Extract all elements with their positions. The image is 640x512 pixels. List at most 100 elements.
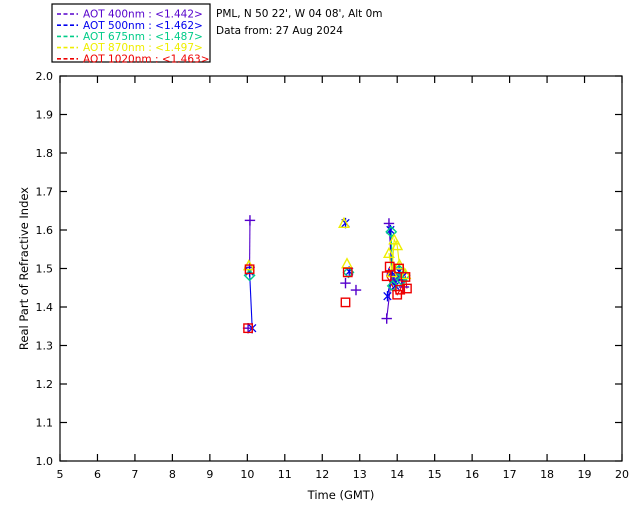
legend: AOT 400nm : <1.442>AOT 500nm : <1.462>AO…: [51, 3, 211, 65]
square-marker: [243, 323, 253, 334]
marker-square: [340, 297, 351, 308]
legend-box: [51, 3, 211, 63]
legend-entry-400nm: AOT 400nm : <1.442>: [57, 9, 203, 21]
marker-triangle: [382, 246, 395, 258]
axis-titles: Time (GMT) Real Part of Refractive Index: [17, 187, 374, 502]
marker-plus: [383, 218, 395, 229]
y-tick-label: 1.2: [36, 378, 54, 391]
legend-entry-1020nm: AOT 1020nm : <1.463>: [57, 53, 210, 65]
marker-asterisk: [386, 224, 395, 236]
marker-square: [394, 263, 404, 274]
y-tick-label: 1.5: [36, 263, 54, 276]
x-tick-label: 12: [315, 468, 329, 481]
square-marker: [394, 263, 404, 274]
axis-ticks: 1.0 1.1 1.2 1.3 1.4 1.5 1.6 1.7 1.8 1.9 2.0 5 6 7 8 9 10…: [36, 70, 630, 481]
legend-label-1020nm: AOT 1020nm : <1.463>: [83, 53, 210, 65]
triangle-marker: [382, 246, 395, 258]
legend-entry-870nm: AOT 870nm : <1.497>: [57, 42, 203, 54]
y-tick-label: 1.8: [36, 147, 54, 160]
asterisk-marker: [398, 272, 407, 282]
plot-border: [59, 75, 623, 462]
x-tick-label: 20: [615, 468, 629, 481]
x-tick-label: 17: [503, 468, 517, 481]
data-point-markers: [242, 215, 412, 334]
square-marker: [400, 272, 411, 282]
marker-diamond: [385, 225, 398, 238]
plot-title-line2: Data from: 27 Aug 2024: [216, 25, 343, 37]
x-tick-label: 7: [131, 468, 138, 481]
square-marker: [402, 283, 412, 294]
x-axis-title: Time (GMT): [307, 488, 375, 502]
x-tick-label: 16: [465, 468, 479, 481]
marker-plus: [350, 284, 362, 296]
connector-line: [249, 271, 253, 329]
x-tick-label: 18: [540, 468, 554, 481]
x-tick-label: 13: [353, 468, 367, 481]
triangle-marker: [388, 233, 401, 245]
marker-plus: [244, 215, 256, 226]
square-marker: [384, 261, 395, 272]
y-tick-label: 1.3: [36, 340, 54, 353]
triangle-marker: [399, 267, 412, 280]
triangle-marker: [338, 216, 350, 228]
marker-triangle: [391, 239, 404, 251]
x-tick-label: 15: [428, 468, 442, 481]
square-marker: [392, 289, 403, 300]
marker-triangle: [388, 233, 401, 245]
y-tick-label: 1.6: [36, 224, 54, 237]
asterisk-marker: [341, 218, 350, 228]
marker-square: [243, 323, 253, 334]
y-tick-label: 1.7: [36, 186, 54, 199]
marker-square: [342, 267, 353, 278]
triangle-marker: [391, 239, 404, 251]
marker-square: [392, 289, 403, 300]
legend-label-500nm: AOT 500nm : <1.462>: [83, 20, 203, 32]
plot-frame: [59, 75, 623, 462]
plot-title-block: PML, N 50 22', W 04 08', Alt 0m Data from…: [216, 8, 383, 37]
marker-asterisk: [383, 291, 392, 302]
square-marker: [381, 271, 392, 282]
marker-plus: [381, 313, 392, 324]
x-tick-label: 10: [240, 468, 254, 481]
legend-label-675nm: AOT 675nm : <1.487>: [83, 31, 203, 43]
marker-square: [400, 272, 411, 282]
marker-triangle: [399, 267, 412, 280]
legend-entry-500nm: AOT 500nm : <1.462>: [57, 20, 203, 32]
triangle-marker: [341, 257, 353, 269]
y-tick-label: 1.9: [36, 109, 54, 122]
x-tick-label: 11: [278, 468, 292, 481]
y-tick-label: 2.0: [36, 70, 54, 83]
marker-triangle: [338, 216, 350, 228]
x-tick-label: 9: [206, 468, 213, 481]
y-tick-label: 1.4: [36, 301, 54, 314]
x-tick-label: 19: [578, 468, 592, 481]
y-tick-label: 1.0: [36, 455, 54, 468]
legend-label-400nm: AOT 400nm : <1.442>: [83, 9, 203, 21]
square-marker: [244, 264, 255, 275]
diamond-marker: [385, 225, 398, 238]
marker-square: [244, 264, 255, 275]
y-tick-label: 1.1: [36, 417, 54, 430]
marker-square: [381, 271, 392, 282]
legend-entry-675nm: AOT 675nm : <1.487>: [57, 31, 203, 43]
asterisk-marker: [386, 225, 395, 235]
x-tick-label: 8: [169, 468, 176, 481]
legend-label-870nm: AOT 870nm : <1.497>: [83, 42, 203, 54]
marker-square: [402, 283, 412, 294]
square-marker: [342, 267, 353, 278]
data-connector-lines: [249, 220, 408, 329]
x-tick-label: 14: [390, 468, 404, 481]
x-tick-label: 5: [57, 468, 64, 481]
x-tick-label: 6: [94, 468, 101, 481]
y-axis-title: Real Part of Refractive Index: [17, 187, 31, 350]
plot-title-line1: PML, N 50 22', W 04 08', Alt 0m: [216, 8, 383, 20]
marker-square: [395, 284, 406, 295]
square-marker: [395, 284, 406, 295]
asterisk-marker: [383, 292, 392, 301]
marker-plus: [340, 277, 351, 289]
square-marker: [340, 297, 351, 308]
marker-square: [384, 261, 395, 272]
marker-triangle: [341, 257, 353, 269]
